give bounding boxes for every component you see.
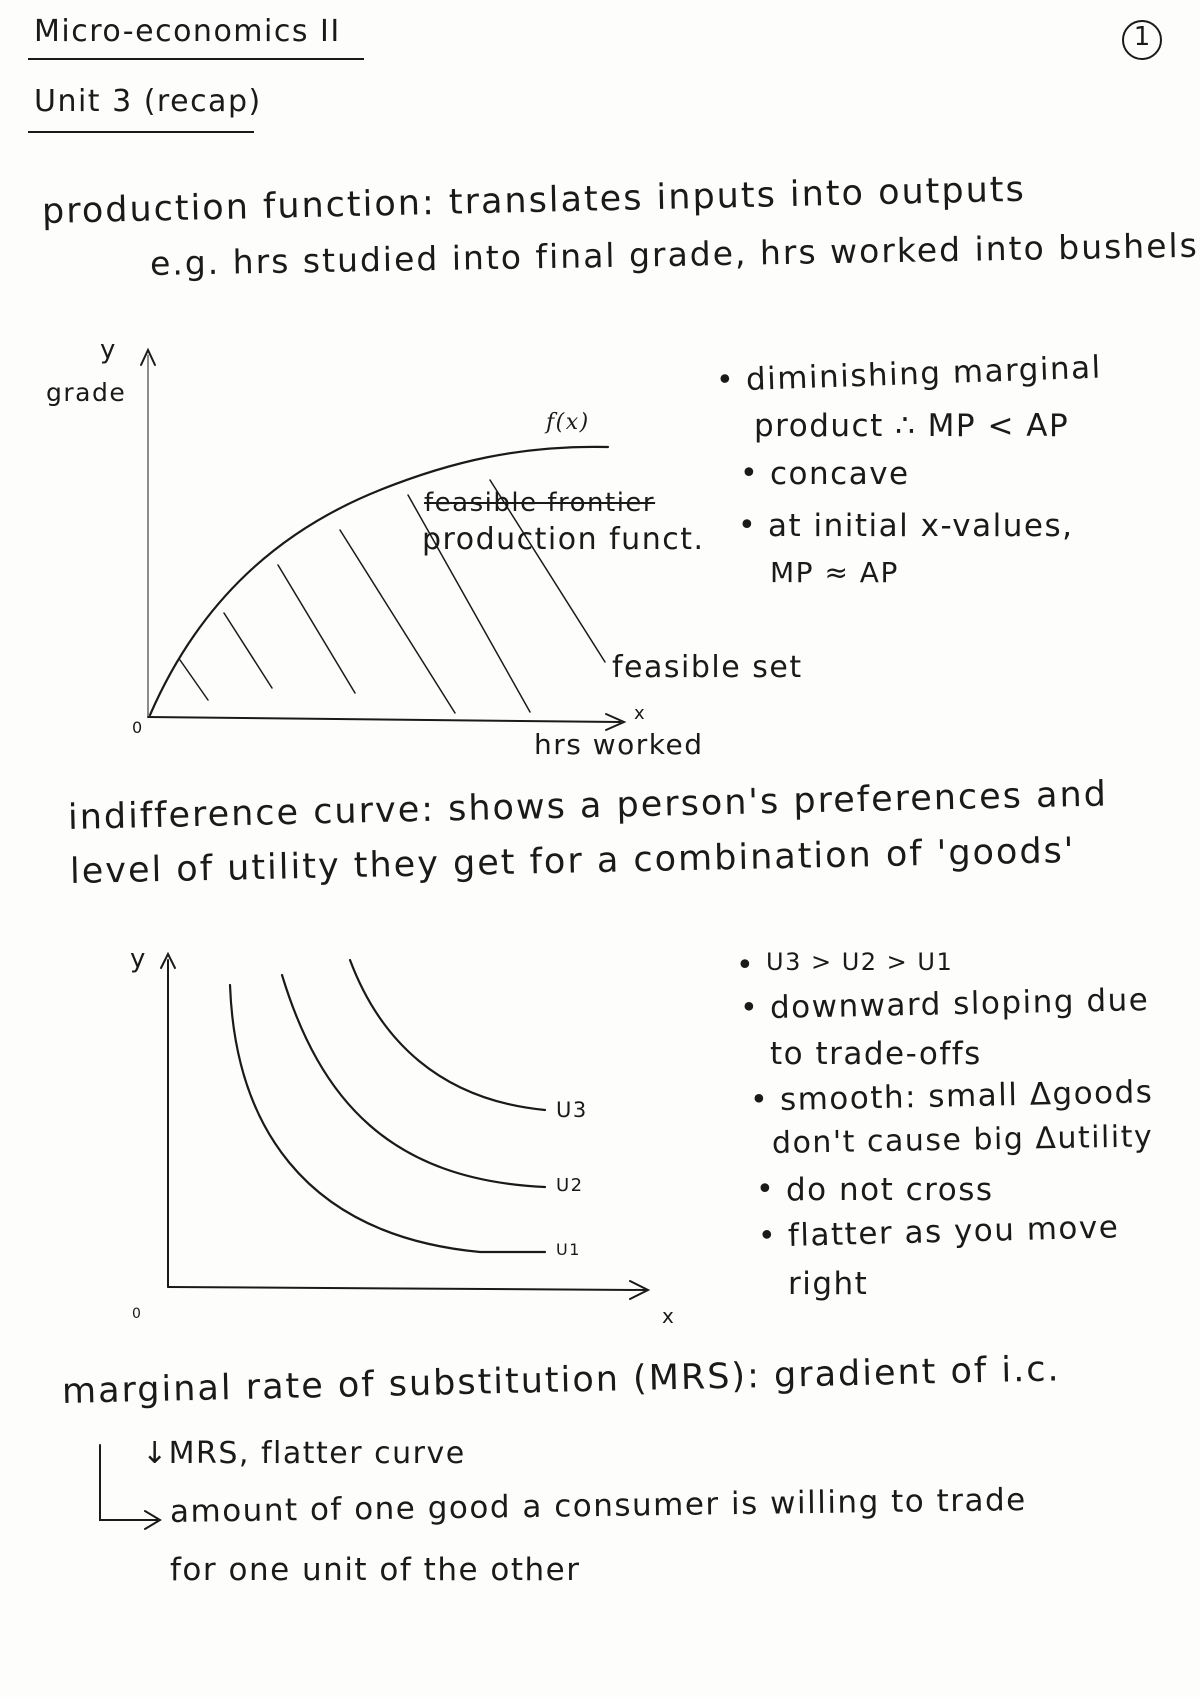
course-title: Micro-economics II	[34, 14, 341, 49]
prod-x-symbol: x	[634, 703, 647, 724]
feasible-set-label: feasible set	[612, 650, 803, 685]
ic-curve-u2	[280, 973, 547, 1189]
prod-note-3b: MP ≈ AP	[770, 556, 899, 589]
course-title-underline	[28, 58, 364, 60]
prod-curve	[148, 445, 610, 717]
prod-curve-label: f(x)	[546, 410, 590, 435]
ic-label-u1: U1	[556, 1240, 581, 1259]
production-function-label: production funct.	[422, 522, 705, 557]
ic-y-arrow	[160, 951, 176, 969]
prod-y-symbol: y	[100, 335, 117, 365]
prod-y-label: grade	[46, 378, 127, 407]
ic-note-1: U3 > U2 > U1	[736, 948, 953, 983]
ic-curve-u3	[348, 958, 547, 1112]
ic-note-4: do not cross	[756, 1172, 994, 1208]
ic-note-5b: right	[788, 1266, 869, 1302]
ic-y-symbol: y	[130, 944, 147, 974]
ic-x-arrow	[629, 1280, 651, 1300]
ic-label-u3: U3	[556, 1098, 588, 1122]
ic-note-2b: to trade-offs	[770, 1036, 982, 1072]
prod-x-label: hrs worked	[534, 728, 704, 761]
prod-note-2: concave	[740, 456, 910, 492]
unit-title: Unit 3 (recap)	[34, 84, 262, 119]
prod-origin: 0	[132, 718, 144, 737]
prod-note-1b: product ∴ MP < AP	[754, 408, 1070, 444]
mrs-point-2b: for one unit of the other	[170, 1552, 581, 1588]
unit-title-underline	[28, 131, 254, 133]
mrs-point-1: ↓MRS, flatter curve	[142, 1436, 466, 1471]
page-number: 1	[1133, 22, 1151, 52]
feasible-frontier-struck-label: feasible frontier	[424, 488, 656, 518]
ic-curve-u1	[228, 983, 547, 1254]
ic-x-axis	[167, 1286, 646, 1291]
prod-note-3: at initial x-values,	[738, 508, 1074, 544]
feasible-set-hatching	[179, 479, 606, 714]
page-number-circle	[1122, 20, 1162, 60]
ic-origin: 0	[132, 1306, 143, 1322]
prod-y-arrow	[140, 347, 156, 366]
prod-x-axis	[147, 716, 621, 723]
ic-x-symbol: x	[662, 1304, 676, 1328]
prod-x-arrow	[605, 713, 627, 731]
ic-label-u2: U2	[556, 1175, 584, 1196]
